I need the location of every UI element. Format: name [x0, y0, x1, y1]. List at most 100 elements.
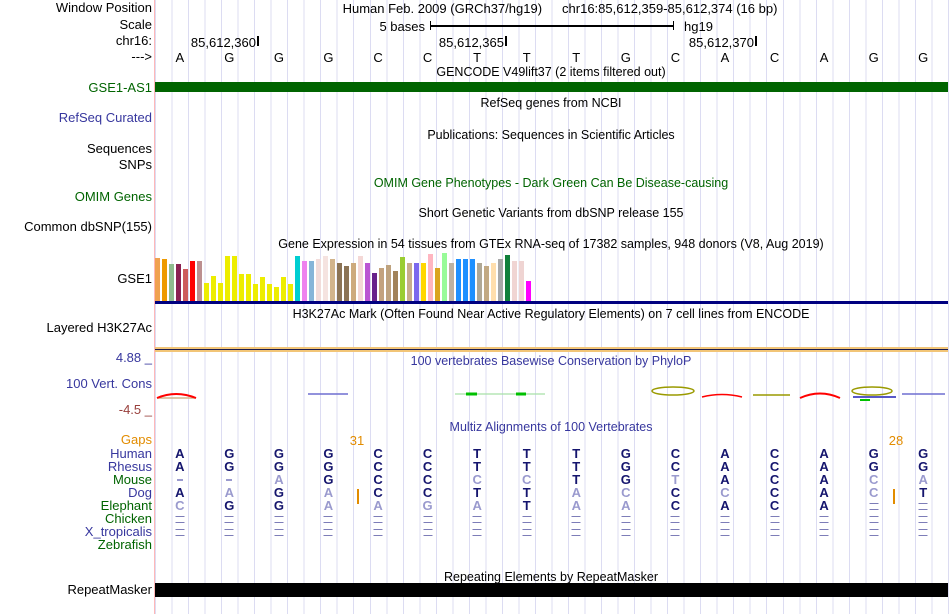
unalignable-mark: [869, 503, 879, 510]
conservation-track-title[interactable]: 100 vertebrates Basewise Conservation by…: [410, 354, 692, 368]
unalignable-mark: [373, 516, 383, 523]
scale-bar: [430, 21, 674, 30]
gencode-item-label[interactable]: GSE1-AS1: [88, 80, 152, 95]
gtex-tissue-bar[interactable]: [442, 253, 447, 301]
gtex-tissue-bar[interactable]: [337, 263, 342, 301]
repeatmasker-element-bar[interactable]: [155, 583, 948, 597]
species-label-zebrafish[interactable]: Zebrafish: [97, 537, 152, 552]
species-label-chicken[interactable]: Chicken: [105, 511, 152, 526]
gtex-track-label[interactable]: GSE1: [117, 271, 152, 286]
gtex-tissue-bar[interactable]: [351, 263, 356, 301]
multiz-track-title[interactable]: Multiz Alignments of 100 Vertebrates: [449, 420, 653, 434]
omim-track-title[interactable]: OMIM Gene Phenotypes - Dark Green Can Be…: [373, 176, 729, 190]
gtex-tissue-bar[interactable]: [512, 261, 517, 301]
conservation-track-label[interactable]: 100 Vert. Cons: [66, 376, 152, 391]
gencode-track-title[interactable]: GENCODE V49lift37 (2 items filtered out): [436, 65, 666, 79]
gtex-tissue-bar[interactable]: [470, 259, 475, 301]
gtex-tissue-bar[interactable]: [484, 266, 489, 301]
gtex-tissue-bar[interactable]: [232, 256, 237, 301]
aligned-base-letter: C: [373, 459, 383, 474]
gtex-tissue-bar[interactable]: [176, 264, 181, 301]
gtex-tissue-bar[interactable]: [421, 263, 426, 301]
gtex-tissue-bar[interactable]: [302, 261, 307, 301]
species-label-rhesus[interactable]: Rhesus: [107, 459, 152, 474]
gtex-tissue-bar[interactable]: [253, 284, 258, 301]
aligned-base-letter: C: [472, 472, 482, 487]
gtex-tissue-bar[interactable]: [267, 284, 272, 301]
gtex-tissue-bar[interactable]: [274, 287, 279, 301]
gtex-tissue-bar[interactable]: [414, 263, 419, 301]
gtex-tissue-bar[interactable]: [169, 264, 174, 301]
gtex-tissue-bar[interactable]: [204, 283, 209, 301]
gtex-tissue-bar[interactable]: [463, 259, 468, 301]
gtex-tissue-bar[interactable]: [428, 254, 433, 301]
species-label-dog[interactable]: Dog: [128, 485, 152, 500]
gtex-tissue-bar[interactable]: [372, 273, 377, 301]
gtex-tissue-bar[interactable]: [288, 284, 293, 301]
gtex-tissue-bar[interactable]: [239, 274, 244, 301]
gtex-tissue-bar[interactable]: [330, 259, 335, 301]
gtex-tissue-bar[interactable]: [498, 259, 503, 301]
reference-base-letter: A: [819, 50, 829, 65]
gtex-tissue-bar[interactable]: [218, 283, 223, 301]
gencode-gene-bar[interactable]: [155, 82, 948, 92]
gtex-track-title[interactable]: Gene Expression in 54 tissues from GTEx …: [278, 237, 824, 251]
gtex-tissue-bar[interactable]: [197, 261, 202, 301]
repeatmasker-track-title[interactable]: Repeating Elements by RepeatMasker: [443, 570, 659, 584]
gtex-tissue-bar[interactable]: [491, 263, 496, 301]
strand-arrow: --->: [131, 49, 152, 64]
aligned-base-letter: T: [473, 446, 482, 461]
gtex-tissue-bar[interactable]: [309, 261, 314, 301]
gtex-tissue-bar[interactable]: [225, 256, 230, 301]
species-label-mouse[interactable]: Mouse: [112, 472, 152, 487]
gtex-tissue-bar[interactable]: [316, 259, 321, 301]
gtex-tissue-bar[interactable]: [358, 256, 363, 301]
dbsnp-track-label[interactable]: Common dbSNP(155): [24, 219, 152, 234]
publications-label-snps[interactable]: SNPs: [118, 157, 152, 172]
repeatmasker-track-label[interactable]: RepeatMasker: [67, 582, 152, 597]
gtex-tissue-bar[interactable]: [281, 277, 286, 301]
gtex-tissue-bar[interactable]: [407, 263, 412, 301]
species-label-elephant[interactable]: Elephant: [100, 498, 152, 513]
gtex-tissue-bar[interactable]: [435, 268, 440, 301]
gtex-tissue-bar[interactable]: [379, 268, 384, 301]
publications-track-title[interactable]: Publications: Sequences in Scientific Ar…: [427, 128, 675, 142]
gtex-tissue-bar[interactable]: [190, 261, 195, 301]
gtex-tissue-bar[interactable]: [162, 259, 167, 301]
gtex-tissue-bar[interactable]: [365, 263, 370, 301]
species-label-x_tropicalis[interactable]: X_tropicalis: [84, 524, 152, 539]
omim-track-label[interactable]: OMIM Genes: [74, 189, 152, 204]
species-label-human[interactable]: Human: [110, 446, 152, 461]
aligned-base-letter: G: [918, 446, 929, 461]
gtex-tissue-bar[interactable]: [400, 257, 405, 301]
publications-label-sequences[interactable]: Sequences: [86, 141, 152, 156]
gtex-tissue-bar[interactable]: [519, 261, 524, 301]
gtex-tissue-bar[interactable]: [183, 269, 188, 301]
unalignable-mark: [670, 529, 680, 536]
gtex-tissue-bar[interactable]: [295, 256, 300, 301]
gtex-tissue-bar[interactable]: [323, 256, 328, 301]
gtex-tissue-bar[interactable]: [155, 258, 160, 301]
gtex-tissue-bar[interactable]: [456, 259, 461, 301]
h3k27ac-track-title[interactable]: H3K27Ac Mark (Often Found Near Active Re…: [292, 307, 810, 321]
dbsnp-track-title[interactable]: Short Genetic Variants from dbSNP releas…: [418, 206, 684, 220]
gtex-tissue-bar[interactable]: [211, 276, 216, 301]
multiz-gaps-label[interactable]: Gaps: [120, 432, 152, 447]
gtex-tissue-bar[interactable]: [449, 263, 454, 301]
gtex-tissue-bar[interactable]: [393, 271, 398, 301]
gtex-tissue-bar[interactable]: [260, 277, 265, 301]
refseq-track-label[interactable]: RefSeq Curated: [58, 110, 152, 125]
aligned-base-letter: A: [720, 446, 730, 461]
gtex-tissue-bar[interactable]: [477, 263, 482, 301]
h3k27ac-track-label[interactable]: Layered H3K27Ac: [46, 320, 152, 335]
gtex-tissue-bar[interactable]: [246, 274, 251, 301]
gtex-tissue-bar[interactable]: [386, 265, 391, 301]
aligned-base-letter: A: [819, 498, 829, 513]
base-gridlines: [155, 0, 949, 614]
gtex-tissue-bar[interactable]: [526, 281, 531, 301]
gtex-tissue-bar[interactable]: [344, 266, 349, 301]
gtex-tissue-bar[interactable]: [505, 255, 510, 301]
refseq-track-title[interactable]: RefSeq genes from NCBI: [480, 96, 622, 110]
unalignable-mark: [621, 516, 631, 523]
